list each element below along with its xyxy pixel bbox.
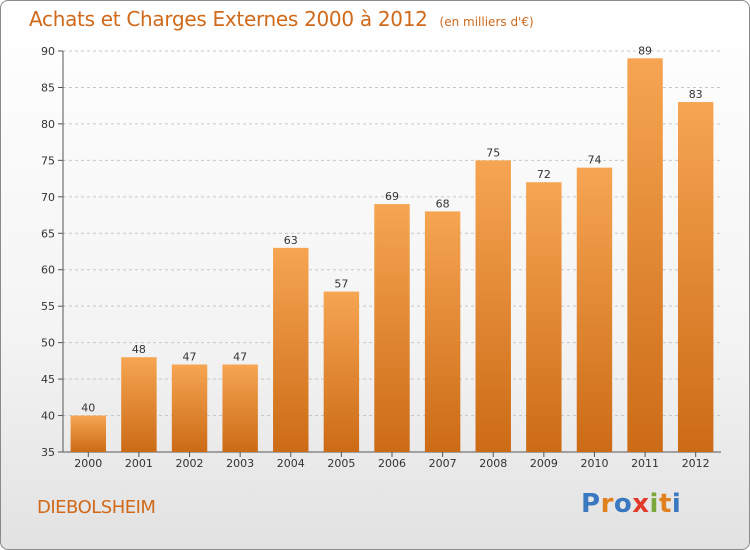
y-tick-label: 70	[41, 191, 55, 204]
bar-2005	[323, 291, 360, 452]
bar-2006	[374, 204, 410, 452]
bar-2002	[171, 364, 208, 452]
data-label-2006: 69	[385, 190, 399, 203]
logo-letter: x	[632, 489, 650, 519]
data-label-2010: 74	[587, 154, 601, 167]
bar-2007	[424, 211, 461, 452]
bar-2011	[627, 58, 663, 453]
data-label-2004: 63	[284, 234, 298, 247]
x-tick-label-2006: 2006	[378, 457, 406, 470]
data-label-2003: 47	[233, 351, 247, 364]
logo-letter: i	[649, 489, 659, 519]
x-tick-label-2000: 2000	[74, 457, 102, 470]
bar-2004	[273, 247, 309, 452]
chart-title: Achats et Charges Externes 2000 à 2012 (e…	[29, 7, 534, 31]
logo-letter: t	[658, 489, 672, 519]
x-tick-label-2011: 2011	[631, 457, 659, 470]
logo-letter: r	[600, 489, 614, 519]
data-label-2012: 83	[689, 88, 703, 101]
tick-labels: 35 40 45 50 55 60 65 70 75 80 85 90 2000 2001 2002 2003…	[41, 45, 710, 470]
bar-2003	[222, 364, 258, 452]
x-tick-label-2003: 2003	[226, 457, 254, 470]
x-tick-label-2005: 2005	[327, 457, 355, 470]
data-label-2008: 75	[486, 146, 500, 159]
y-tick-label: 55	[41, 300, 55, 313]
y-tick-label: 50	[41, 337, 55, 350]
bar-2008	[475, 160, 511, 452]
data-label-2002: 47	[183, 351, 197, 364]
y-tick-label: 40	[41, 410, 55, 423]
y-tick-label: 60	[41, 264, 55, 277]
logo-letter: i	[671, 489, 682, 519]
x-tick-label-2012: 2012	[682, 457, 710, 470]
chart-title-text: Achats et Charges Externes 2000 à 2012	[29, 7, 428, 31]
bar-2012	[677, 102, 714, 452]
chart-subtitle: (en milliers d'€)	[439, 15, 534, 29]
x-tick-label-2010: 2010	[580, 457, 608, 470]
data-label-2000: 40	[81, 402, 95, 415]
bar-2000	[70, 415, 107, 452]
y-tick-label: 45	[41, 373, 55, 386]
y-tick-label: 35	[41, 446, 55, 459]
data-label-2009: 72	[537, 168, 551, 181]
x-tick-label-2001: 2001	[125, 457, 153, 470]
x-tick-label-2009: 2009	[530, 457, 558, 470]
y-tick-label: 90	[41, 45, 55, 58]
logo-letter: o	[613, 489, 633, 519]
bars	[70, 58, 714, 453]
y-tick-label: 85	[41, 81, 55, 94]
x-tick-label-2002: 2002	[176, 457, 204, 470]
bar-2009	[526, 182, 562, 452]
data-labels: 40 48 47 47 63 57 69 68 75 72 74 89 83	[81, 44, 702, 414]
bar-2001	[121, 357, 157, 452]
logo-letter: P	[581, 489, 601, 519]
y-tick-label: 65	[41, 227, 55, 240]
data-label-2001: 48	[132, 343, 146, 356]
y-tick-label: 75	[41, 154, 55, 167]
y-tick-label: 80	[41, 118, 55, 131]
x-tick-label-2004: 2004	[277, 457, 305, 470]
bar-2010	[576, 167, 613, 452]
data-label-2005: 57	[334, 278, 348, 291]
proxiti-logo: Proxiti	[581, 489, 681, 519]
data-label-2007: 68	[436, 197, 450, 210]
x-tick-label-2007: 2007	[429, 457, 457, 470]
town-name: DIEBOLSHEIM	[37, 497, 156, 518]
data-label-2011: 89	[638, 44, 652, 57]
x-tick-label-2008: 2008	[479, 457, 507, 470]
